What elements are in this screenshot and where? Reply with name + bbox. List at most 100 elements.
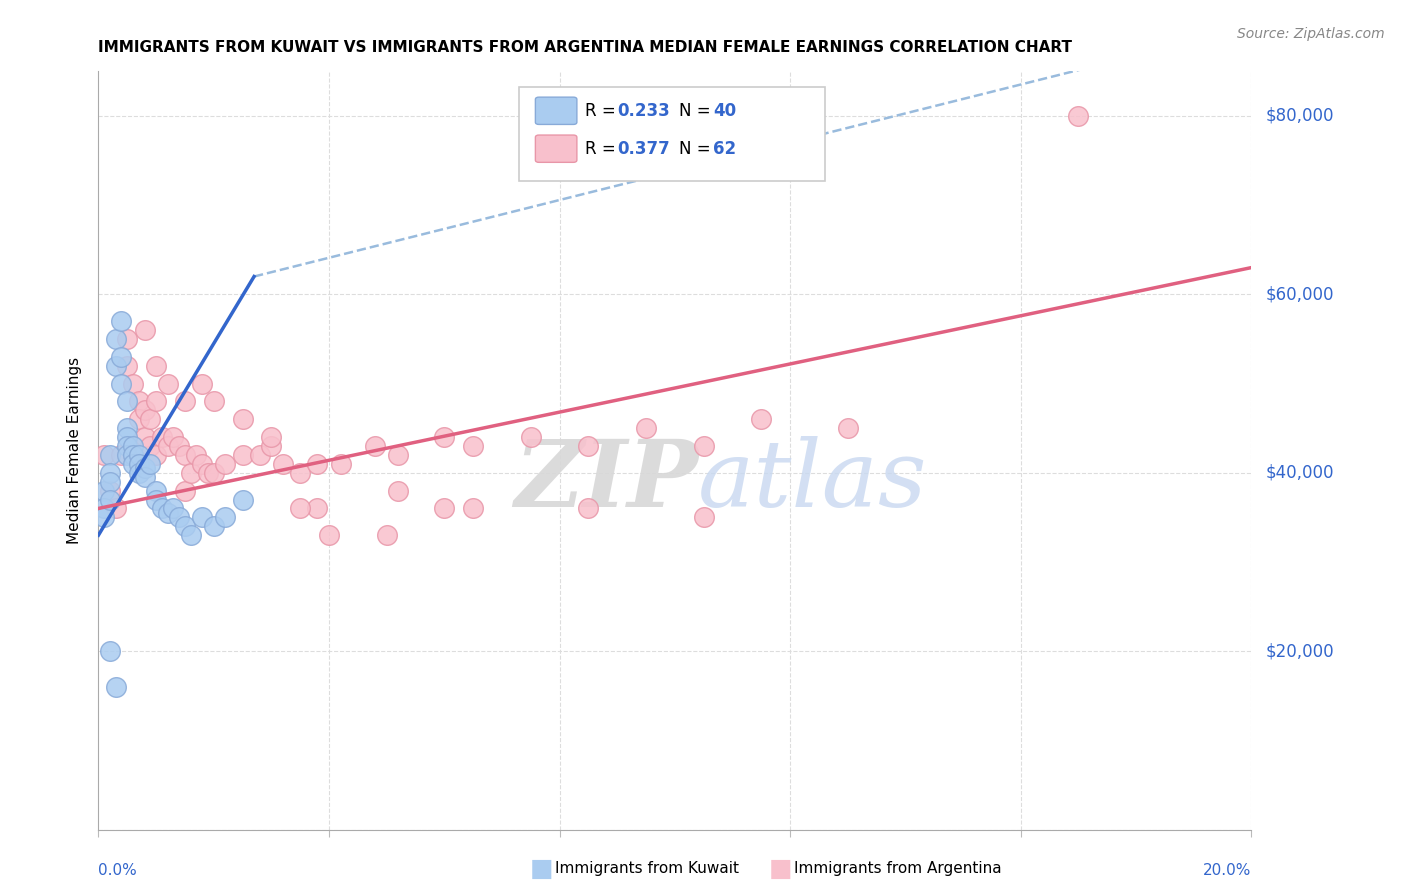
Text: IMMIGRANTS FROM KUWAIT VS IMMIGRANTS FROM ARGENTINA MEDIAN FEMALE EARNINGS CORRE: IMMIGRANTS FROM KUWAIT VS IMMIGRANTS FRO… [98, 40, 1073, 55]
Point [117, 439, 139, 453]
Point [117, 430, 139, 444]
Point [318, 528, 340, 542]
Text: 40: 40 [713, 102, 737, 120]
Point [202, 394, 225, 409]
Point [98, 466, 121, 480]
Point [117, 332, 139, 346]
Point [693, 510, 716, 524]
Point [837, 421, 859, 435]
Point [260, 439, 283, 453]
Point [364, 439, 387, 453]
Text: Immigrants from Argentina: Immigrants from Argentina [794, 862, 1002, 876]
Point [202, 466, 225, 480]
Point [191, 510, 214, 524]
Point [231, 492, 254, 507]
Point [134, 323, 156, 337]
Point [110, 350, 132, 364]
Point [150, 430, 173, 444]
Text: R =: R = [585, 140, 621, 158]
Point [139, 439, 162, 453]
Point [191, 457, 214, 471]
Point [110, 448, 132, 462]
Point [520, 430, 543, 444]
Point [186, 448, 208, 462]
Point [98, 448, 121, 462]
Point [139, 412, 162, 426]
Point [578, 501, 600, 516]
Point [461, 439, 484, 453]
Point [145, 448, 167, 462]
Point [128, 448, 150, 462]
Text: R =: R = [585, 102, 621, 120]
Point [174, 448, 197, 462]
Point [139, 457, 162, 471]
Point [375, 528, 398, 542]
Point [167, 439, 190, 453]
Text: N =: N = [679, 102, 717, 120]
Text: ■: ■ [530, 857, 553, 880]
Point [98, 475, 121, 489]
Point [134, 430, 156, 444]
Point [156, 439, 179, 453]
Point [307, 457, 329, 471]
Point [104, 332, 127, 346]
Point [231, 412, 254, 426]
Point [1067, 109, 1090, 123]
Point [461, 501, 484, 516]
Point [271, 457, 294, 471]
Point [104, 680, 127, 694]
Point [214, 457, 236, 471]
Text: ■: ■ [769, 857, 792, 880]
Point [98, 644, 121, 658]
Point [202, 519, 225, 533]
Text: 0.233: 0.233 [617, 102, 671, 120]
Point [751, 412, 773, 426]
Point [162, 430, 184, 444]
Point [98, 483, 121, 498]
Point [128, 457, 150, 471]
Point [145, 492, 167, 507]
Point [110, 376, 132, 391]
Point [578, 439, 600, 453]
Point [128, 394, 150, 409]
Text: $40,000: $40,000 [1265, 464, 1334, 482]
Point [260, 430, 283, 444]
Point [174, 483, 197, 498]
FancyBboxPatch shape [536, 97, 576, 125]
Point [93, 483, 115, 498]
FancyBboxPatch shape [536, 135, 576, 162]
Point [117, 394, 139, 409]
Point [197, 466, 219, 480]
Text: 0.377: 0.377 [617, 140, 671, 158]
Point [93, 448, 115, 462]
Point [122, 457, 145, 471]
Point [150, 501, 173, 516]
Text: atlas: atlas [697, 436, 928, 525]
Point [693, 439, 716, 453]
Point [134, 403, 156, 417]
Point [156, 376, 179, 391]
Point [249, 448, 271, 462]
Point [104, 501, 127, 516]
Point [162, 501, 184, 516]
Text: Immigrants from Kuwait: Immigrants from Kuwait [555, 862, 740, 876]
Point [134, 461, 156, 475]
Point [93, 510, 115, 524]
Point [104, 359, 127, 373]
Point [145, 394, 167, 409]
Point [180, 528, 202, 542]
Point [110, 314, 132, 328]
Point [134, 470, 156, 484]
Point [214, 510, 236, 524]
Point [117, 421, 139, 435]
Point [122, 439, 145, 453]
Text: Source: ZipAtlas.com: Source: ZipAtlas.com [1237, 27, 1385, 41]
Point [167, 510, 190, 524]
Text: 0.0%: 0.0% [98, 863, 138, 878]
Point [117, 448, 139, 462]
Point [180, 466, 202, 480]
Point [433, 501, 456, 516]
Point [387, 448, 409, 462]
Text: $60,000: $60,000 [1265, 285, 1334, 303]
Y-axis label: Median Female Earnings: Median Female Earnings [67, 357, 83, 544]
